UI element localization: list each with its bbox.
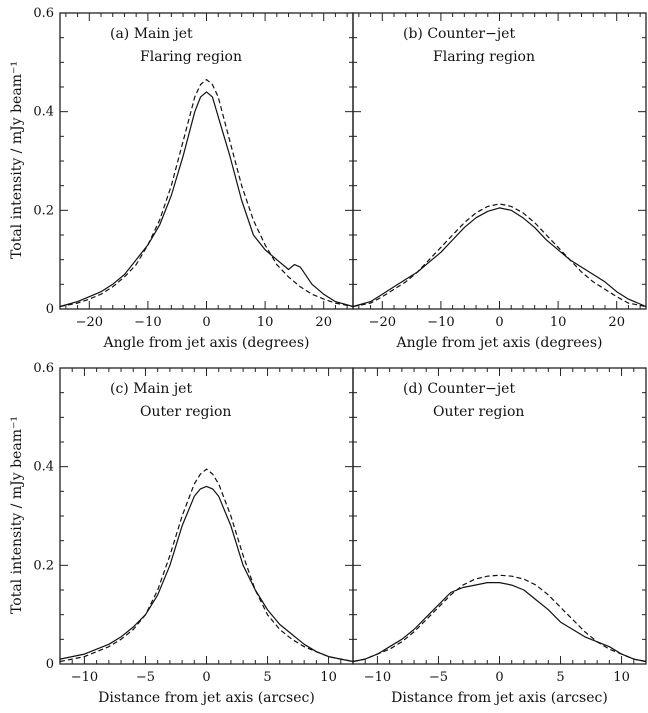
panel-a-solid-curve	[59, 91, 354, 308]
panel-c-sublabel: Outer region	[140, 404, 231, 420]
panel-d-xtick-label: −10	[364, 670, 391, 685]
panel-a-xtick-label: −20	[76, 315, 103, 330]
panels: −20 −10 0 10 20 0 0.2 0.4 0.6 Angle from jet axis…	[33, 6, 647, 706]
panel-d-sublabel: Outer region	[433, 404, 524, 420]
panel-b-xtick-label: 20	[608, 315, 625, 330]
panel-b-xtick-label: −20	[369, 315, 396, 330]
panel-a-dashed-curve	[59, 79, 354, 308]
panel-c-xtick-label: 5	[263, 670, 271, 685]
panel-c-dashed-curve	[59, 468, 354, 663]
panel-a-xtick-label: 0	[202, 315, 210, 330]
panel-b-sublabel: Flaring region	[433, 49, 535, 65]
panel-b-xtick-label: 10	[550, 315, 567, 330]
panel-a-ytick-label: 0	[46, 302, 54, 317]
panel-a-ytick-label: 0.4	[33, 105, 54, 120]
panel-b-xlabel: Angle from jet axis (degrees)	[396, 335, 603, 351]
panel-d-xtick-label: 0	[495, 670, 503, 685]
panel-d: −10 −5 0 5 10 Distance from jet axis (arcsec)…	[352, 367, 647, 706]
panel-c-xtick-label: −5	[136, 670, 155, 685]
panel-b-dashed-curve	[352, 203, 647, 308]
panel-c-label: (c) Main jet	[110, 381, 192, 397]
panel-a-xtick-label: 10	[257, 315, 274, 330]
panel-a-xtick-label: 20	[315, 315, 332, 330]
panel-d-dashed-curve	[352, 574, 647, 663]
panel-c-solid-curve	[59, 485, 354, 663]
panel-b-solid-curve	[352, 207, 647, 308]
panel-d-xtick-label: 5	[556, 670, 564, 685]
panel-c-xtick-label: 0	[202, 670, 210, 685]
y-axis-label-bottom: Total intensity / mJy beam⁻¹	[9, 416, 25, 614]
panel-c-ytick-label: 0	[46, 657, 54, 672]
panel-b-label: (b) Counter−jet	[403, 26, 515, 42]
y-axis-label-top: Total intensity / mJy beam⁻¹	[9, 61, 25, 259]
panel-c-xtick-label: −10	[71, 670, 98, 685]
panel-a-sublabel: Flaring region	[140, 49, 242, 65]
panel-a-xlabel: Angle from jet axis (degrees)	[103, 335, 310, 351]
panel-d-xtick-label: 10	[613, 670, 630, 685]
panel-b-xtick-label: −10	[427, 315, 454, 330]
panel-c-ytick-label: 0.6	[33, 361, 54, 376]
panel-d-solid-curve	[352, 582, 647, 663]
panel-c-ytick-label: 0.4	[33, 460, 54, 475]
panel-d-xtick-label: −5	[429, 670, 448, 685]
panel-c-xlabel: Distance from jet axis (arcsec)	[98, 690, 315, 706]
panel-c-ytick-label: 0.2	[33, 558, 54, 573]
panel-d-xlabel: Distance from jet axis (arcsec)	[391, 690, 608, 706]
panel-a-xtick-label: −10	[134, 315, 161, 330]
panel-a-label: (a) Main jet	[110, 26, 193, 42]
panel-b-xtick-label: 0	[495, 315, 503, 330]
panel-b: −20 −10 0 10 20 Angle from jet axis (degrees)…	[352, 12, 647, 351]
panel-a-ytick-label: 0.2	[33, 203, 54, 218]
panel-a: −20 −10 0 10 20 0 0.2 0.4 0.6 Angle from jet axis…	[33, 6, 354, 351]
panel-a-ytick-label: 0.6	[33, 6, 54, 21]
panel-d-label: (d) Counter−jet	[403, 381, 515, 397]
panel-c: −10 −5 0 5 10 0 0.2 0.4 0.6 Distance from jet axi…	[33, 361, 354, 706]
panel-c-xtick-label: 10	[320, 670, 337, 685]
